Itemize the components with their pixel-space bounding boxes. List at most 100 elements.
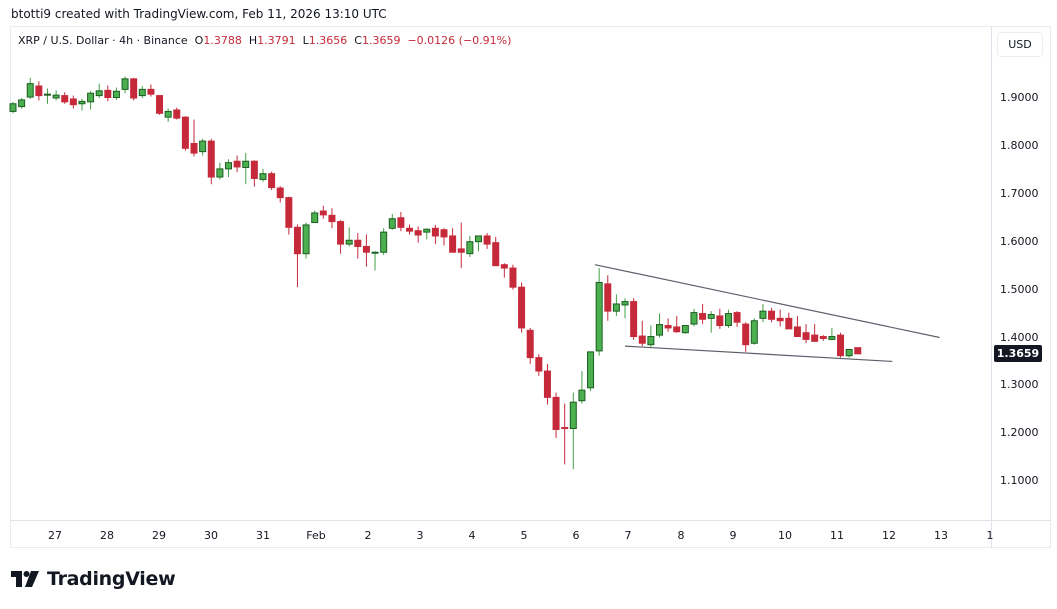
bullish-candle [681,325,689,334]
bearish-candle [483,235,491,245]
bearish-candle [440,229,448,238]
time-tick: 9 [729,529,737,542]
bearish-candle [285,197,293,228]
bearish-candle [250,160,258,179]
bullish-candle [345,239,353,245]
bearish-candle [819,336,827,339]
time-tick: 8 [677,529,685,542]
price-tick: 1.7000 [1000,186,1039,200]
bullish-candle [18,99,26,108]
time-tick: 30 [204,529,218,542]
time-tick: 4 [468,529,476,542]
tradingview-logo-icon [11,571,39,587]
open-label: O [194,34,204,47]
bearish-candle [449,235,457,253]
last-price-label: 1.3659 [994,345,1042,362]
bullish-candle [95,90,103,97]
bullish-candle [371,251,379,254]
time-tick: Feb [306,529,326,542]
bearish-candle [69,98,77,106]
time-tick: 5 [520,529,528,542]
bullish-candle [647,336,655,346]
bearish-candle [190,143,198,154]
bullish-candle [612,303,620,312]
bearish-candle [457,248,465,253]
bullish-candle [578,389,586,402]
bullish-candle [380,231,388,253]
low-value: 1.3656 [308,34,348,47]
bullish-candle [112,90,120,99]
bullish-candle [845,348,853,357]
close-label: C [354,34,362,47]
wedge-trendlines[interactable] [594,264,940,363]
tradingview-logo[interactable]: TradingView [11,568,176,590]
bearish-candle [173,109,181,119]
bearish-candle [638,335,646,344]
bullish-candle [690,312,698,325]
symbol-description[interactable]: XRP / U.S. Dollar · 4h · Binance [18,34,188,47]
bullish-candle [388,218,396,229]
bearish-candle [509,267,517,288]
bullish-candle [311,212,319,224]
bearish-candle [268,173,276,189]
chart-credit: btotti9 created with TradingView.com, Fe… [11,7,387,21]
bullish-candle [43,93,51,96]
bearish-candle [500,264,508,269]
currency-button[interactable]: USD [997,32,1043,57]
bearish-candle [785,317,793,330]
bullish-candle [707,314,715,319]
bullish-candle [242,160,250,168]
bearish-candle [518,286,526,329]
bearish-candle [147,88,155,95]
bearish-candle [354,239,362,247]
price-tick: 1.8000 [1000,138,1039,152]
bullish-candle [225,162,232,170]
time-tick: 7 [624,529,632,542]
time-tick: 28 [100,529,114,542]
bullish-candle [259,173,267,180]
time-tick: 1 [986,529,994,542]
low-label: L [302,34,309,47]
bullish-candle [759,310,767,319]
bearish-candle [716,315,724,327]
bearish-candle [604,283,612,312]
time-tick: 2 [364,529,372,542]
price-tick: 1.5000 [1000,282,1039,296]
ohlc-legend: XRP / U.S. Dollar · 4h · Binance O1.3788… [18,34,511,47]
bullish-candle [199,140,207,153]
bearish-candle [406,227,414,232]
time-tick: 31 [256,529,270,542]
bearish-candle [104,89,112,99]
bearish-candle [397,217,405,228]
time-tick: 10 [778,529,792,542]
bearish-candle [535,357,543,372]
bearish-candle [733,312,741,323]
bullish-candle [87,92,95,103]
time-tick: 13 [934,529,948,542]
bearish-candle [276,187,284,199]
bullish-candle [569,401,577,430]
bullish-candle [724,313,732,327]
time-tick: 27 [48,529,62,542]
brand-name: TradingView [47,568,176,590]
bearish-candle [181,116,189,149]
bullish-candle [121,78,129,90]
chart-frame [10,26,1051,548]
bearish-candle [207,140,215,178]
bullish-candle [466,241,474,255]
candles-layer [9,76,862,470]
bearish-candle [319,210,327,216]
bearish-candle [337,221,345,245]
bearish-candle [699,313,707,320]
price-tick: 1.1000 [1000,474,1039,488]
bearish-candle [431,227,439,237]
bullish-candle [26,83,34,98]
high-value: 1.3791 [257,34,296,47]
bullish-candle [656,324,663,336]
bullish-candle [164,110,172,118]
bearish-candle [811,334,819,342]
price-tick: 1.9000 [1000,91,1039,104]
bullish-candle [828,336,836,340]
bullish-candle [216,168,224,178]
